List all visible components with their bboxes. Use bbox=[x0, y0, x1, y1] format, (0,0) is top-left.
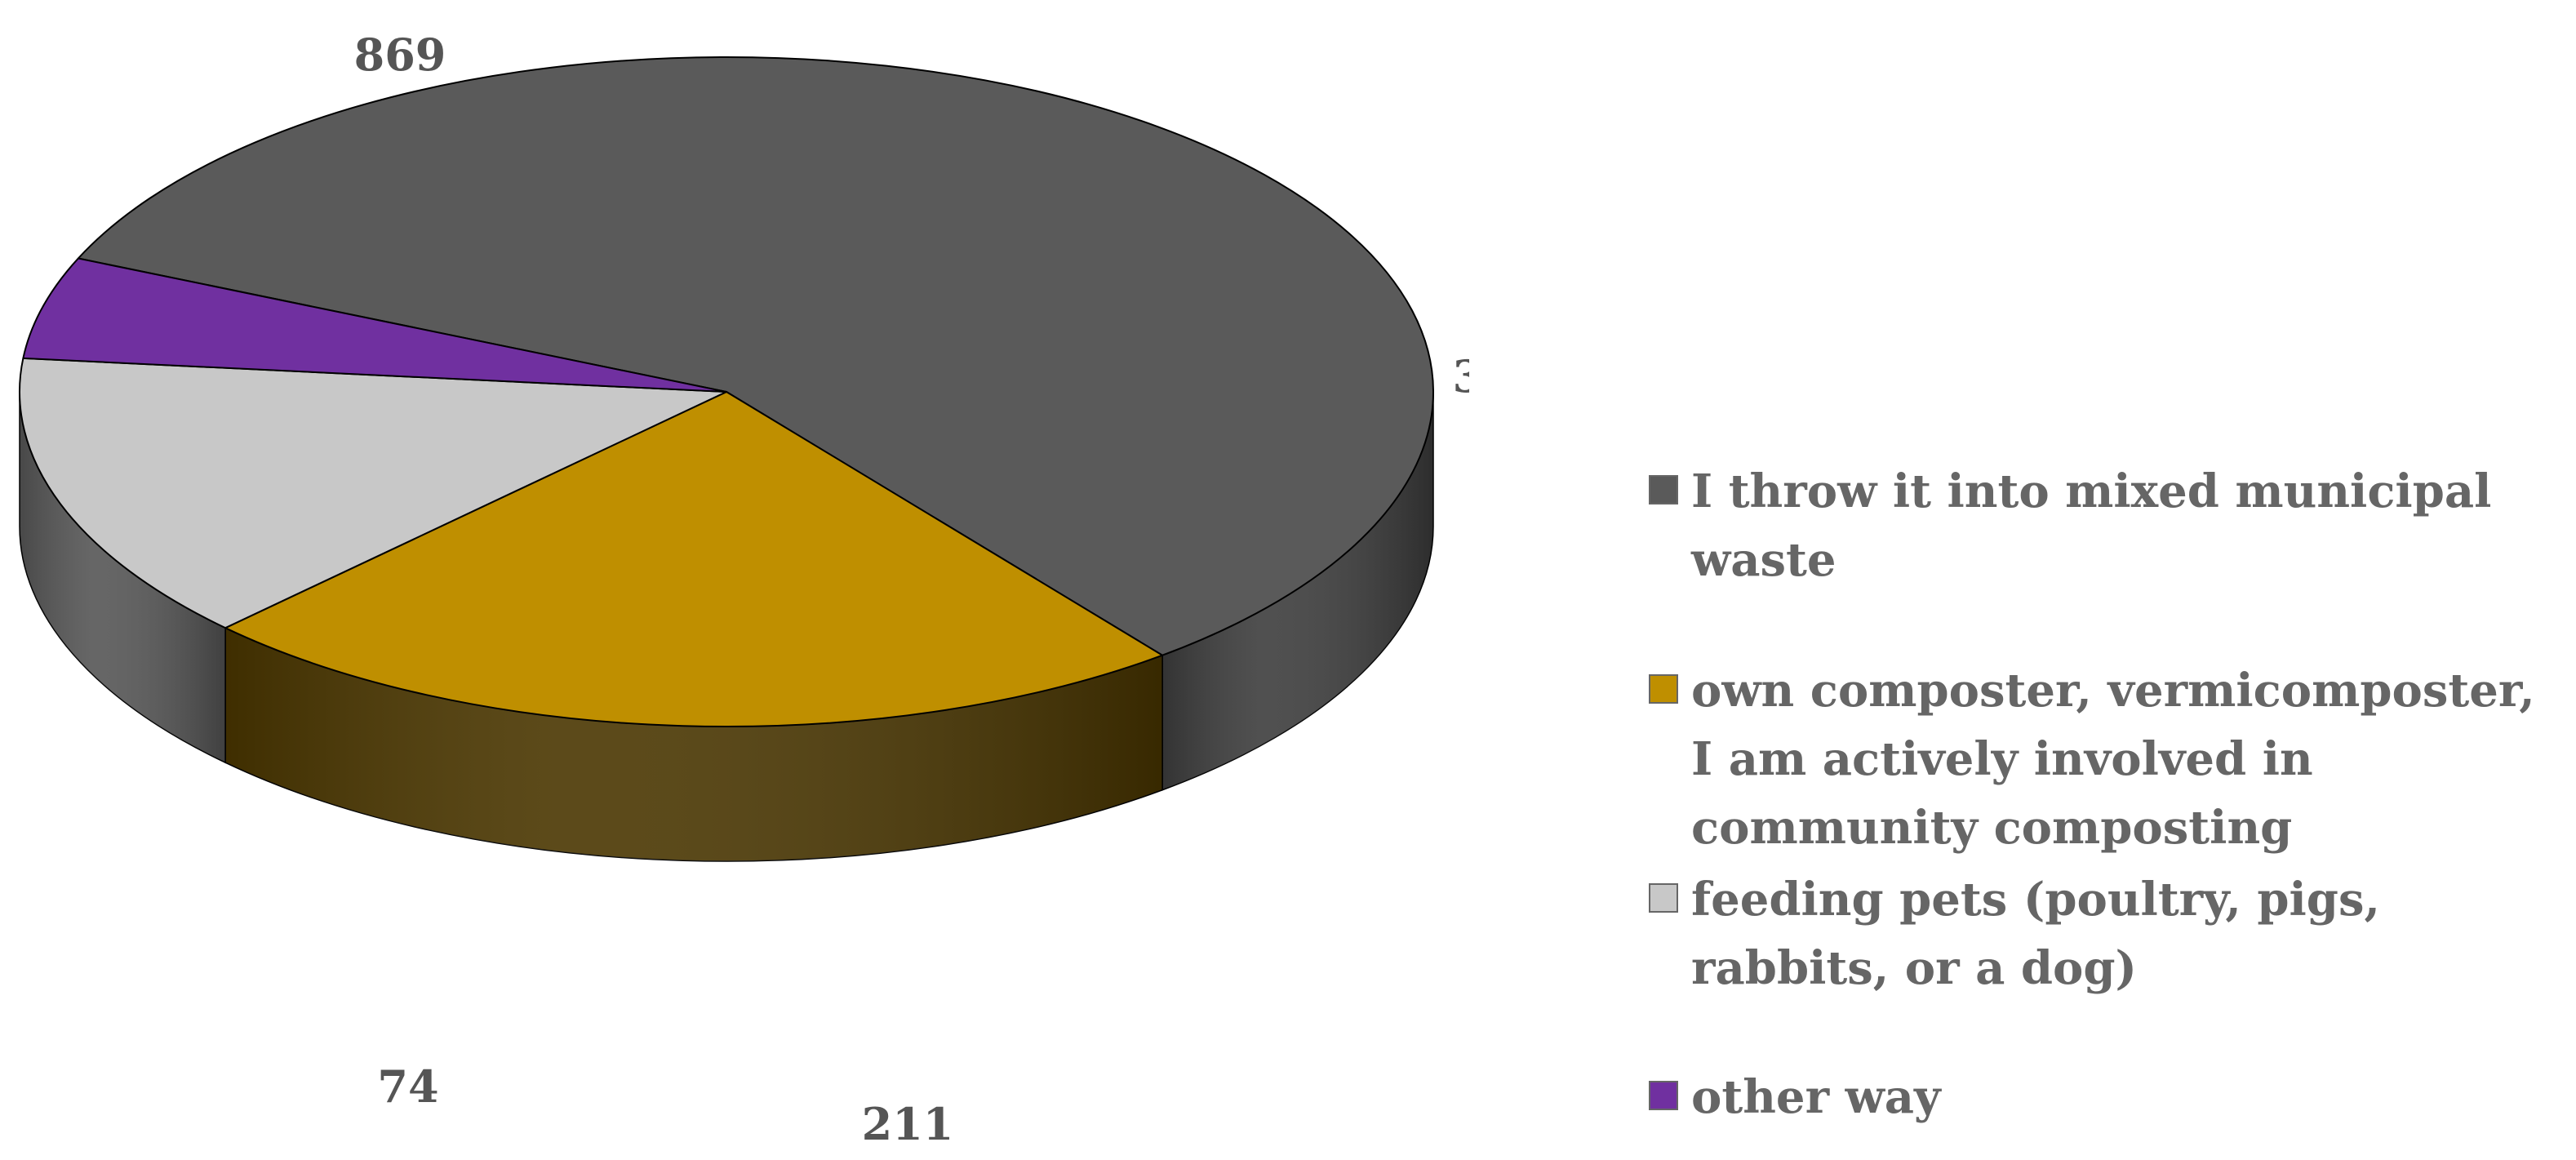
pie-slice-0 bbox=[77, 56, 1434, 656]
legend-label-composter: own composter, vermicomposter, I am acti… bbox=[1691, 664, 2535, 855]
legend-swatch-other-way bbox=[1649, 1081, 1678, 1110]
pie-slice-2 bbox=[19, 357, 727, 629]
legend-item-other-way: other way bbox=[1649, 1063, 2563, 1131]
legend-label-mixed-waste: I throw it into mixed municipal waste bbox=[1691, 464, 2492, 587]
data-label-74: 74 bbox=[377, 1060, 438, 1113]
legend-item-feeding-pets: feeding pets (poultry, pigs, rabbits, or… bbox=[1649, 865, 2563, 1002]
pie-slice-3 bbox=[22, 257, 727, 393]
legend-label-feeding-pets: feeding pets (poultry, pigs, rabbits, or… bbox=[1691, 873, 2380, 995]
pie-slice-1 bbox=[224, 391, 1164, 727]
pie-data-labels: 869 347 211 74 bbox=[354, 29, 1469, 1150]
pie-side-shade-0 bbox=[1162, 392, 1433, 790]
legend-item-mixed-waste: I throw it into mixed municipal waste bbox=[1649, 457, 2563, 594]
pie-tops bbox=[19, 56, 1434, 727]
data-label-347: 347 bbox=[1453, 350, 1469, 402]
data-label-211: 211 bbox=[862, 1098, 954, 1150]
pie-side-shade-1 bbox=[225, 628, 1163, 861]
data-label-869: 869 bbox=[354, 29, 446, 81]
pie-chart-svg: 869 347 211 74 bbox=[19, 29, 1469, 1150]
legend-item-composter: own composter, vermicomposter, I am acti… bbox=[1649, 656, 2563, 862]
legend-swatch-feeding-pets bbox=[1649, 883, 1678, 913]
legend-swatch-mixed-waste bbox=[1649, 475, 1678, 504]
pie-sides bbox=[19, 391, 1434, 862]
pie-side-shade-2 bbox=[20, 392, 226, 763]
legend-swatch-composter bbox=[1649, 674, 1678, 704]
legend-label-other-way: other way bbox=[1691, 1070, 1941, 1124]
